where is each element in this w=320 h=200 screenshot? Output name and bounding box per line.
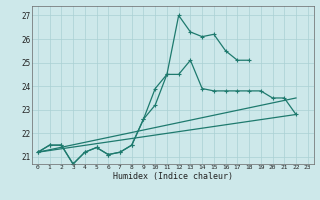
X-axis label: Humidex (Indice chaleur): Humidex (Indice chaleur) — [113, 172, 233, 181]
